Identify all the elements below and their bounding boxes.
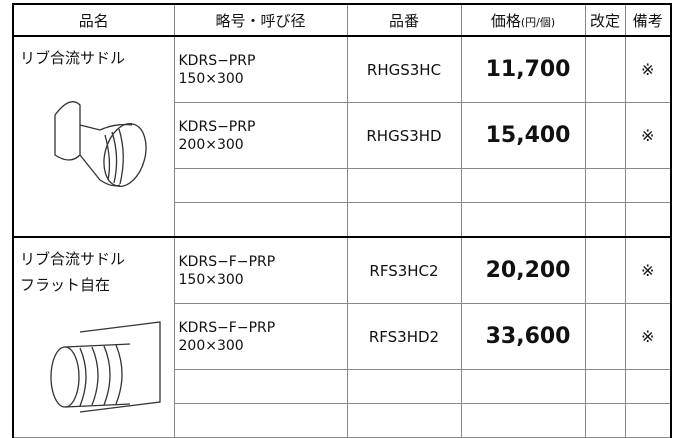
revision-cell (584, 236, 626, 304)
code-cell: KDRS−F−PRP 200×300 (173, 303, 348, 370)
blank-cell (346, 202, 462, 238)
revision-cell (584, 35, 626, 103)
blank-cell (624, 168, 672, 203)
part-cell: RFS3HD2 (346, 303, 462, 370)
data-row: KDRS−F−PRP 200×300 RFS3HD2 33,600 ※ (13, 303, 672, 370)
code: KDRS−F−PRP (178, 253, 276, 270)
price-cell: 15,400 (460, 102, 586, 169)
name-line: リブ合流サドル (20, 250, 126, 268)
header-text: 価格 (490, 11, 521, 30)
name-line: リブ合流サドル (20, 49, 126, 67)
blank-cell (173, 202, 348, 238)
code-cell: KDRS−F−PRP 150×300 (173, 236, 348, 304)
blank-cell (173, 168, 348, 203)
illustration (20, 312, 168, 422)
blank-cell (460, 168, 586, 203)
header-cell: 価格(円/個) (460, 3, 586, 37)
code-cell: KDRS−PRP 150×300 (173, 35, 348, 103)
header-cell: 略号・呼び径 (173, 3, 348, 37)
note-cell: ※ (624, 303, 672, 370)
blank-cell (624, 202, 672, 238)
blank-cell (460, 369, 586, 404)
blank-cell (584, 403, 626, 438)
data-row: リブ合流サドル KDRS−PRP 150×300 RHGS3HC 11,700 ※ (12, 35, 672, 238)
header-cell: 改定 (584, 3, 626, 37)
code: KDRS−F−PRP (178, 319, 276, 336)
part-cell: RFS3HC2 (346, 236, 462, 304)
blank-cell (173, 369, 348, 404)
blank-row (13, 202, 672, 238)
blank-cell (624, 403, 672, 438)
blank-row (13, 168, 672, 203)
size: 150×300 (178, 271, 244, 288)
blank-row (13, 369, 672, 404)
note-cell: ※ (624, 236, 672, 304)
header-cell: 品名 (12, 3, 175, 37)
note-cell: ※ (624, 102, 672, 169)
blank-cell (346, 403, 462, 438)
illustration (20, 85, 168, 205)
price-cell: 33,600 (460, 303, 586, 370)
size: 150×300 (178, 70, 244, 87)
revision-cell (584, 303, 626, 370)
name-cell: リブ合流サドル フラット自在 (12, 236, 175, 438)
header-row: 品名 略号・呼び径 品番 価格(円/個) 改定 備考 (12, 3, 672, 37)
blank-cell (460, 202, 586, 238)
blank-cell (584, 202, 626, 238)
blank-cell (346, 369, 462, 404)
code: KDRS−PRP (178, 52, 256, 69)
name-line: フラット自在 (20, 276, 111, 294)
code-cell: KDRS−PRP 200×300 (173, 102, 348, 169)
unit-text: (円/個) (520, 15, 556, 29)
data-row: KDRS−PRP 200×300 RHGS3HD 15,400 ※ (13, 102, 672, 169)
size: 200×300 (178, 337, 244, 354)
price-cell: 20,200 (460, 236, 586, 304)
blank-cell (346, 168, 462, 203)
part-cell: RHGS3HC (346, 35, 462, 103)
name-cell: リブ合流サドル (12, 35, 175, 238)
blank-cell (624, 369, 672, 404)
header-cell: 備考 (624, 3, 672, 37)
blank-cell (173, 403, 348, 438)
note-cell: ※ (624, 35, 672, 103)
header-cell: 品番 (346, 3, 462, 37)
size: 200×300 (178, 136, 244, 153)
part-cell: RHGS3HD (346, 102, 462, 169)
revision-cell (584, 102, 626, 169)
code: KDRS−PRP (178, 118, 256, 135)
blank-cell (460, 403, 586, 438)
price-table: 品名 略号・呼び径 品番 価格(円/個) 改定 備考 リブ合流サドル KDRS−P… (12, 3, 672, 438)
blank-row (13, 403, 672, 438)
blank-cell (584, 168, 626, 203)
blank-cell (584, 369, 626, 404)
price-cell: 11,700 (460, 35, 586, 103)
data-row: リブ合流サドル フラット自在 KDRS−F−PRP 150×300 RFS3HC2 20,… (12, 236, 672, 438)
